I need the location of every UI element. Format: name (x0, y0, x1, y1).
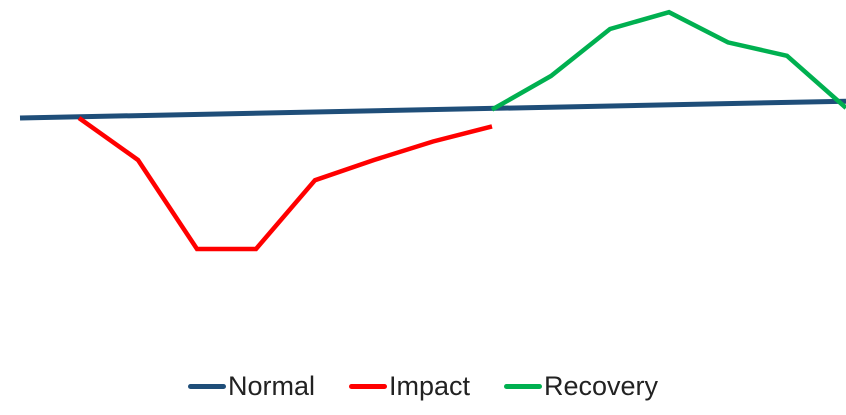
legend-item-impact: Impact (348, 370, 470, 401)
series-line-impact (77, 116, 493, 252)
legend-item-normal: Normal (187, 370, 315, 401)
series-layer (19, 9, 846, 252)
legend-item-recovery: Recovery (504, 370, 659, 401)
series-line-recovery (490, 9, 846, 112)
series-line-normal (19, 98, 846, 121)
legend: Normal Impact Recovery (0, 366, 846, 406)
legend-label-normal: Normal (227, 370, 315, 401)
legend-swatch-impact (348, 383, 387, 389)
legend-label-impact: Impact (388, 370, 470, 401)
legend-swatch-normal (187, 383, 226, 389)
legend-swatch-recovery (504, 383, 542, 389)
legend-label-recovery: Recovery (544, 370, 659, 401)
